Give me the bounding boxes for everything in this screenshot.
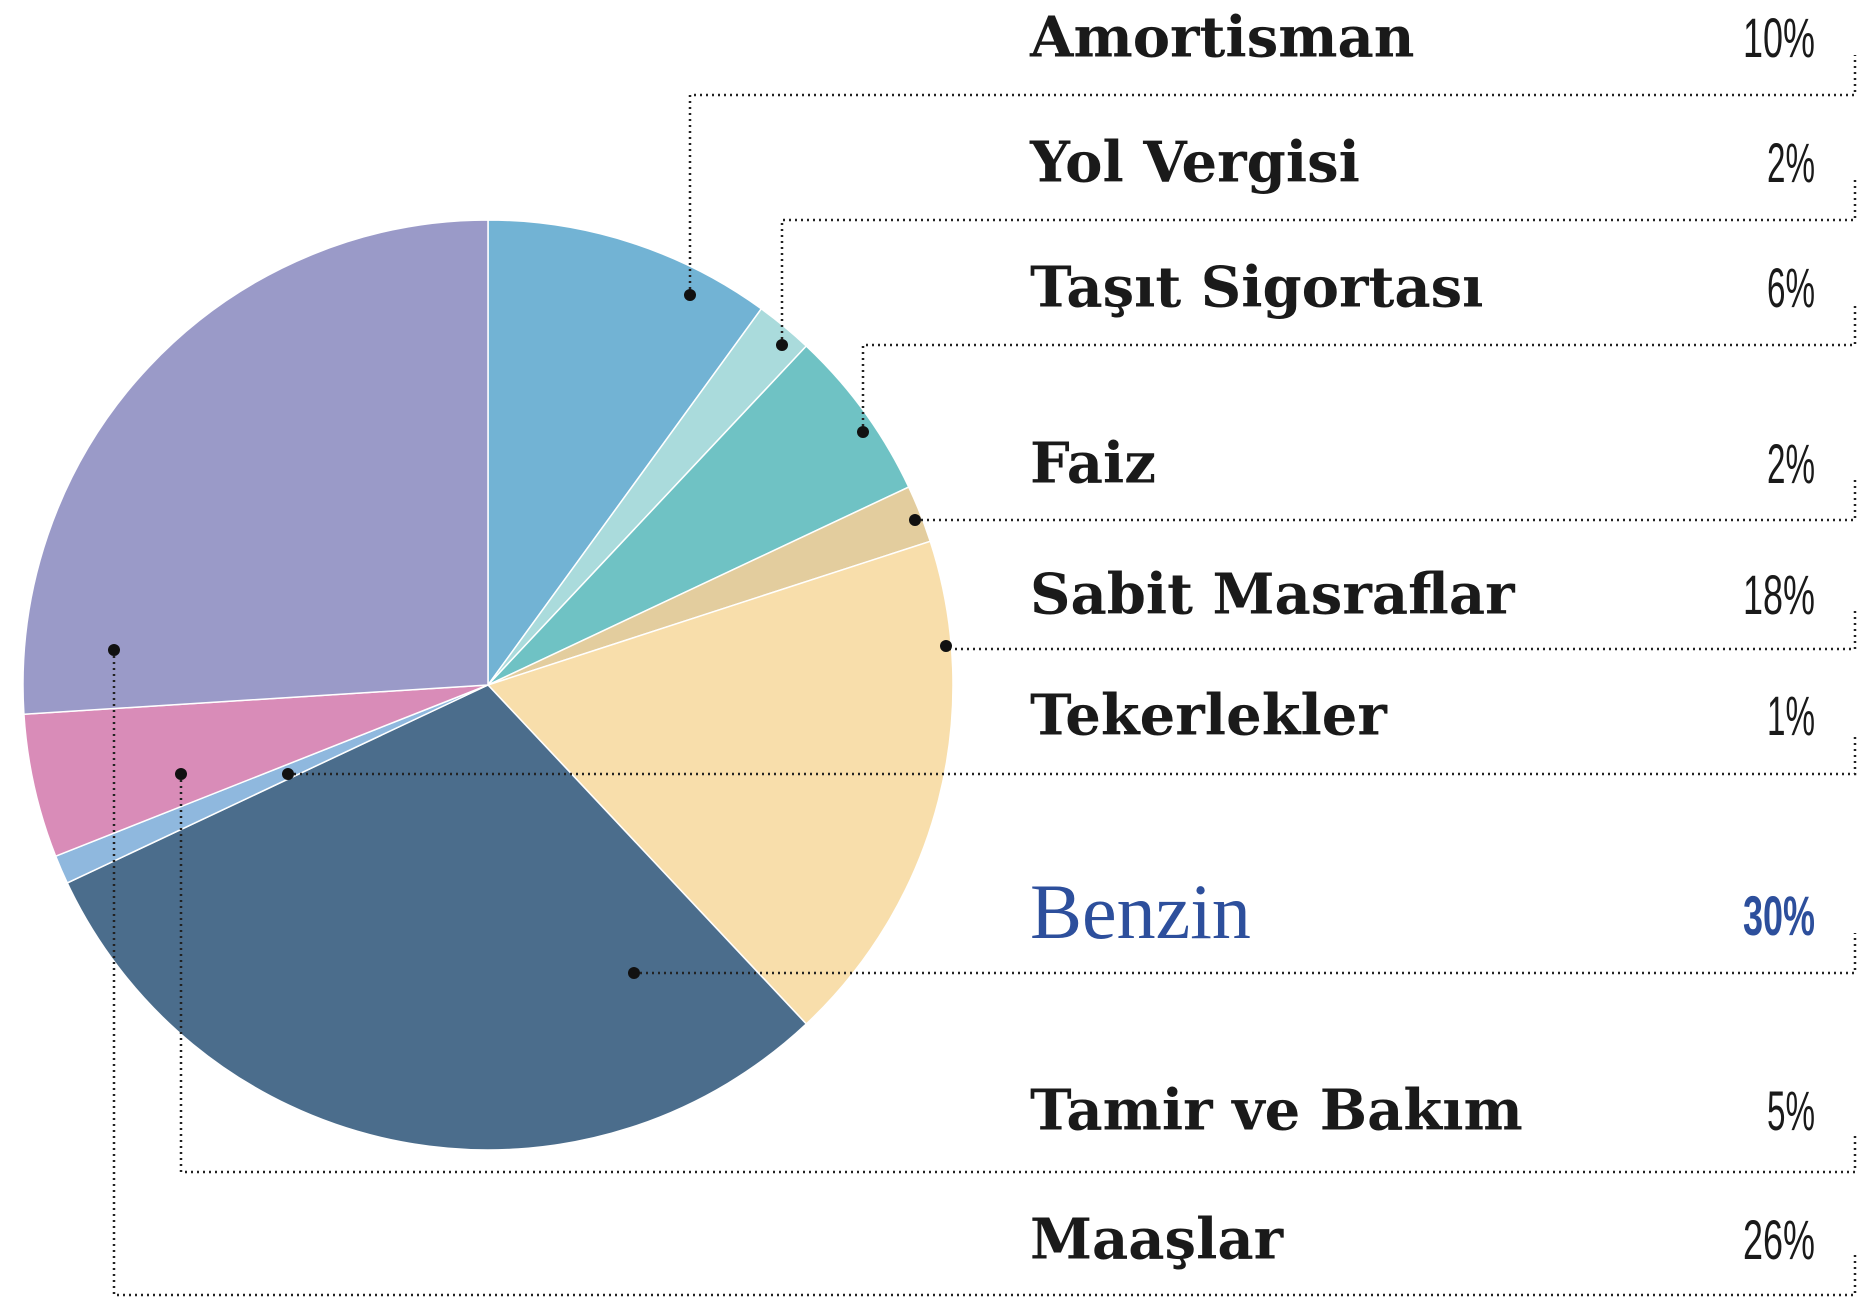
leader-dot [628,967,640,979]
leader-dot [282,768,294,780]
value-label: 6% [1767,256,1815,319]
pie-slice [23,684,489,858]
value-label: 18% [1743,563,1815,626]
leader-line [112,650,1857,1297]
legend-label: Tamir ve Bakım [1030,1078,1523,1144]
leader-line [861,305,1857,432]
value-label: 2% [1767,432,1815,495]
leader-line [288,734,1857,776]
leader-dot [175,768,187,780]
legend-label: Faiz [1030,431,1156,497]
legend-label: Sabit Masraflar [1030,562,1516,628]
value-label: 1% [1767,684,1815,747]
leader-dot [857,426,869,438]
leader-dot [684,289,696,301]
value-label: 30% [1743,884,1815,947]
leader-line [915,480,1857,522]
leader-dot [776,339,788,351]
leader-dot [909,514,921,526]
leader-line [179,774,1857,1174]
pie-slice [486,540,954,1026]
leader-dot [940,640,952,652]
leader-dot [108,644,120,656]
value-label: 26% [1743,1208,1815,1271]
value-label: 10% [1743,6,1815,69]
pie-slice [487,344,910,686]
legend-label: Maaşlar [1030,1207,1285,1273]
legend-label: Amortisman [1029,5,1414,71]
legend-label: Yol Vergisi [1029,130,1360,196]
pie-slice [22,219,489,715]
pie-slice [66,684,808,1151]
value-label: 5% [1767,1079,1815,1142]
legend-label: Benzin [1030,868,1251,955]
leader-line [780,180,1857,345]
legend-label: Taşıt Sigortası [1030,255,1483,321]
pie-slice [487,219,763,688]
legend-label: Tekerlekler [1030,683,1388,749]
value-label: 2% [1767,131,1815,194]
